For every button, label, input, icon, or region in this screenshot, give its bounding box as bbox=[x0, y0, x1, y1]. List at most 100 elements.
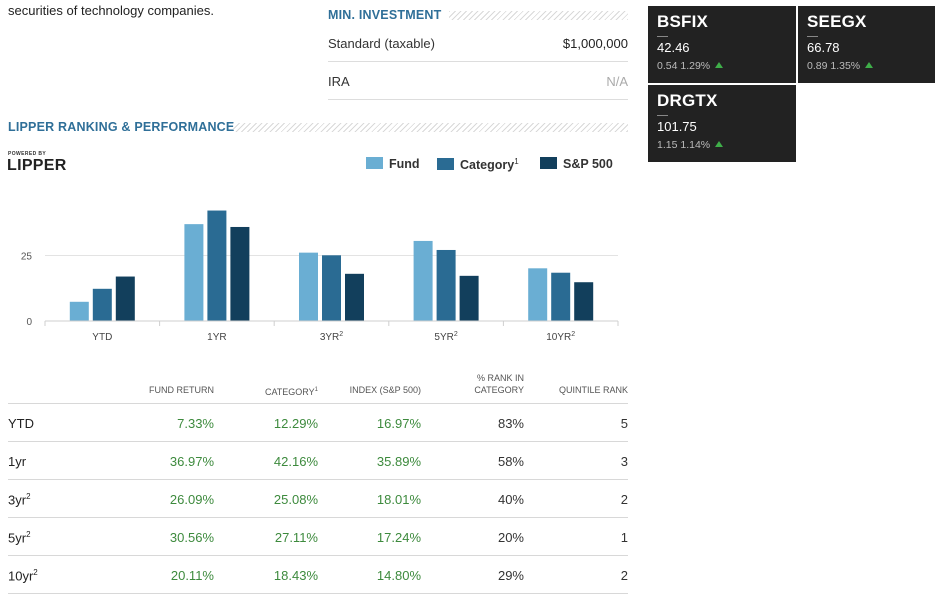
header-rank: % RANK IN CATEGORY bbox=[448, 372, 524, 396]
bar-fund-ytd bbox=[69, 301, 89, 321]
header-footnote: 1 bbox=[314, 387, 318, 393]
bar-s-p-500-ytd bbox=[115, 276, 135, 321]
bar-fund-3yr bbox=[299, 252, 318, 321]
cell-category: 27.11% bbox=[274, 530, 318, 545]
bar-category-ytd bbox=[92, 288, 112, 321]
min-investment-row-ira: IRA N/A bbox=[328, 62, 628, 100]
ticker-divider bbox=[657, 115, 668, 116]
header-rank-line1: % RANK IN bbox=[476, 373, 524, 383]
x-tick-label: YTD bbox=[92, 332, 112, 343]
legend-label: Fund bbox=[389, 157, 420, 171]
ticker-change: 0.89 1.35% bbox=[807, 60, 874, 72]
min-investment-row-standard: Standard (taxable) $1,000,000 bbox=[328, 24, 628, 62]
cell-period-footnote: 2 bbox=[33, 568, 38, 577]
ticker-card-drgtx[interactable]: DRGTX 101.75 1.15 1.14% bbox=[648, 85, 796, 162]
cell-index: 18.01% bbox=[376, 492, 421, 507]
cell-period: 10yr2 bbox=[8, 568, 38, 583]
cell-fund-return: 36.97% bbox=[169, 454, 214, 469]
heading-divider bbox=[449, 11, 628, 20]
cell-index: 17.24% bbox=[376, 530, 421, 545]
header-index: INDEX (S&P 500) bbox=[349, 385, 421, 395]
powered-by-label: POWERED BY bbox=[8, 151, 47, 157]
legend-label: Category bbox=[460, 158, 515, 173]
table-row: 5yr2 30.56% 27.11% 17.24% 20% 1 bbox=[8, 517, 628, 556]
ticker-price: 66.78 bbox=[807, 40, 840, 55]
header-fund-return: FUND RETURN bbox=[149, 385, 214, 395]
lipper-heading: LIPPER RANKING & PERFORMANCE bbox=[8, 120, 235, 134]
x-tick-label: 5YR2 bbox=[434, 331, 457, 343]
cell-index: 35.89% bbox=[376, 454, 421, 469]
up-arrow-icon bbox=[715, 141, 724, 147]
y-tick-label: 0 bbox=[26, 317, 32, 328]
min-investment-value: N/A bbox=[606, 74, 628, 89]
bar-s-p-500-3yr bbox=[345, 273, 364, 321]
x-tick-footnote: 2 bbox=[571, 331, 575, 338]
ticker-divider bbox=[657, 36, 668, 37]
up-arrow-icon bbox=[715, 62, 724, 68]
ticker-symbol: SEEGX bbox=[807, 12, 867, 31]
x-tick-label: 1YR bbox=[207, 332, 226, 343]
legend-footnote: 1 bbox=[514, 157, 519, 166]
min-investment-value: $1,000,000 bbox=[562, 36, 628, 51]
bar-s-p-500-1yr bbox=[230, 226, 250, 321]
cell-period-label: YTD bbox=[8, 416, 34, 431]
ticker-symbol: DRGTX bbox=[657, 91, 718, 110]
cell-quintile: 3 bbox=[620, 454, 628, 469]
legend-fund: Fund bbox=[366, 157, 420, 171]
legend-swatch-fund bbox=[366, 157, 383, 169]
cell-category: 25.08% bbox=[273, 492, 318, 507]
cell-quintile: 2 bbox=[620, 492, 628, 507]
lipper-logo: LIPPER bbox=[7, 157, 67, 174]
legend-category: Category1 bbox=[437, 157, 519, 172]
min-investment-label: IRA bbox=[328, 74, 350, 89]
min-investment-label: Standard (taxable) bbox=[328, 36, 435, 51]
table-row: 10yr2 20.11% 18.43% 14.80% 29% 2 bbox=[8, 555, 628, 594]
up-arrow-icon bbox=[865, 62, 874, 68]
cell-period-label: 10yr bbox=[8, 568, 34, 584]
x-tick-label: 10YR2 bbox=[546, 331, 575, 343]
bar-s-p-500-5yr bbox=[459, 275, 479, 321]
bar-category-3yr bbox=[322, 255, 341, 321]
cell-rank: 58% bbox=[497, 454, 524, 469]
cell-category: 42.16% bbox=[273, 454, 318, 469]
cell-rank: 40% bbox=[497, 492, 524, 507]
cell-rank: 83% bbox=[497, 416, 524, 431]
intro-text: securities of technology companies. bbox=[8, 3, 214, 18]
cell-fund-return: 30.56% bbox=[169, 530, 214, 545]
cell-period-footnote: 2 bbox=[26, 492, 31, 501]
table-row: 3yr2 26.09% 25.08% 18.01% 40% 2 bbox=[8, 479, 628, 518]
x-tick-label: 3YR2 bbox=[320, 331, 343, 343]
min-investment-heading: MIN. INVESTMENT bbox=[328, 8, 442, 22]
table-bottom-border bbox=[8, 593, 628, 594]
x-tick-footnote: 2 bbox=[339, 331, 343, 338]
cell-category: 18.43% bbox=[273, 568, 318, 583]
cell-period: 1yr bbox=[8, 454, 26, 469]
cell-period: 5yr2 bbox=[8, 530, 31, 545]
bar-category-10yr bbox=[551, 272, 571, 321]
legend-sp500: S&P 500 bbox=[540, 157, 613, 171]
bar-fund-1yr bbox=[184, 224, 204, 321]
cell-rank: 29% bbox=[497, 568, 524, 583]
cell-fund-return: 26.09% bbox=[169, 492, 214, 507]
cell-period-label: 5yr bbox=[8, 530, 27, 546]
ticker-card-seegx[interactable]: SEEGX 66.78 0.89 1.35% bbox=[798, 6, 935, 83]
heading-divider bbox=[233, 123, 628, 132]
cell-period: YTD bbox=[8, 416, 34, 431]
cell-index: 14.80% bbox=[376, 568, 421, 583]
bar-fund-10yr bbox=[528, 268, 548, 321]
y-tick-label: 25 bbox=[21, 252, 33, 263]
ticker-change-text: 1.15 1.14% bbox=[657, 139, 711, 151]
ticker-symbol: BSFIX bbox=[657, 12, 709, 31]
ticker-change-text: 0.89 1.35% bbox=[807, 60, 861, 72]
bar-category-1yr bbox=[207, 210, 227, 321]
table-row: YTD 7.33% 12.29% 16.97% 83% 5 bbox=[8, 403, 628, 442]
bar-s-p-500-10yr bbox=[574, 282, 594, 321]
cell-rank: 20% bbox=[497, 530, 524, 545]
legend-label: S&P 500 bbox=[563, 157, 613, 171]
header-category-label: CATEGORY bbox=[264, 387, 315, 397]
ticker-card-bsfix[interactable]: BSFIX 42.46 0.54 1.29% bbox=[648, 6, 796, 83]
cell-period-footnote: 2 bbox=[26, 530, 31, 539]
header-quintile: QUINTILE RANK bbox=[558, 385, 628, 395]
cell-fund-return: 20.11% bbox=[170, 568, 214, 583]
bar-category-5yr bbox=[436, 249, 456, 321]
